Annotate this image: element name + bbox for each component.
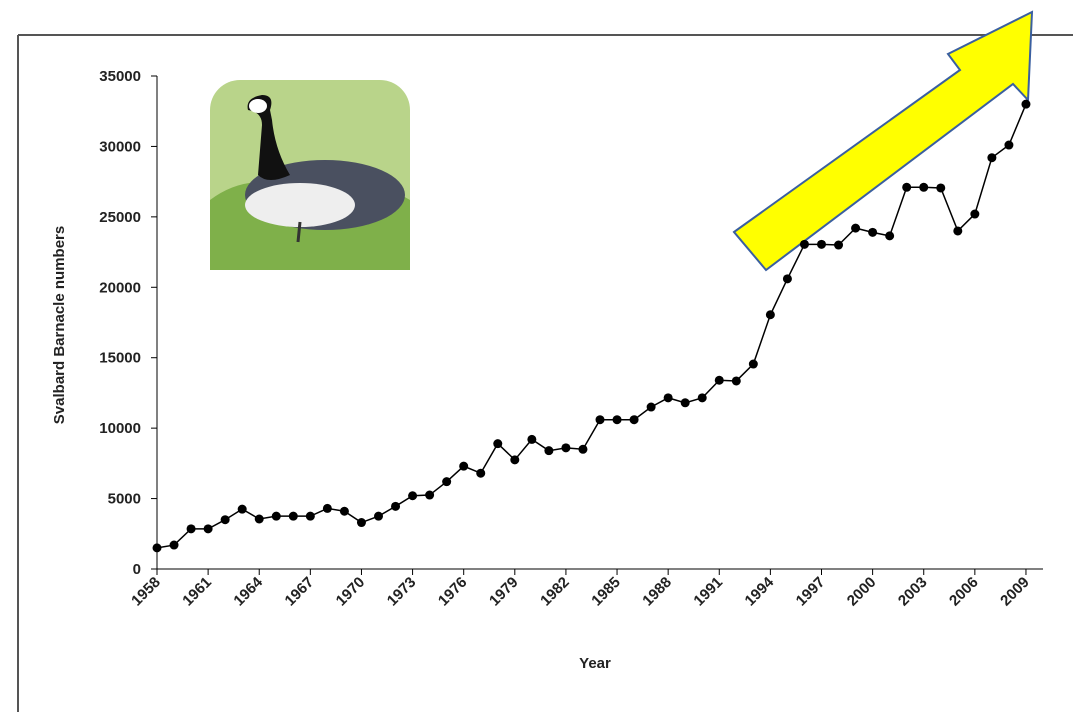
x-tick-label: 1994 — [742, 573, 778, 609]
x-tick-label: 1970 — [333, 574, 369, 610]
data-point — [425, 491, 434, 500]
data-point — [408, 491, 417, 500]
x-tick-label: 2006 — [946, 574, 982, 610]
data-point — [851, 224, 860, 233]
data-point — [289, 512, 298, 521]
y-tick-label: 25000 — [99, 209, 141, 226]
data-point — [732, 376, 741, 385]
data-point — [885, 231, 894, 240]
data-point — [459, 462, 468, 471]
x-tick-label: 1964 — [230, 573, 266, 609]
data-point — [596, 415, 605, 424]
data-point — [1004, 141, 1013, 150]
y-axis-label: Svalbard Barnacle numbers — [51, 226, 68, 424]
x-tick-label: 1979 — [486, 574, 522, 610]
data-point — [510, 455, 519, 464]
x-tick-label: 1982 — [537, 574, 573, 610]
y-tick-label: 10000 — [99, 420, 141, 437]
data-point — [800, 240, 809, 249]
data-point — [664, 393, 673, 402]
y-tick-label: 35000 — [99, 68, 141, 85]
x-tick-label: 1991 — [690, 574, 726, 610]
data-point — [817, 240, 826, 249]
y-tick-label: 20000 — [99, 279, 141, 296]
data-point — [238, 505, 247, 514]
x-tick-label: 1997 — [793, 574, 829, 610]
data-point — [476, 469, 485, 478]
chart: Year Svalbard Barnacle numbers 0 5000 1000… — [0, 0, 1073, 712]
x-tick-label: 1988 — [639, 574, 675, 610]
data-point — [749, 360, 758, 369]
y-tick-label: 0 — [133, 561, 141, 578]
data-point — [681, 398, 690, 407]
trend-arrow — [734, 12, 1032, 270]
data-point — [527, 435, 536, 444]
data-point — [766, 310, 775, 319]
data-point — [153, 543, 162, 552]
data-point — [493, 439, 502, 448]
data-point — [987, 153, 996, 162]
data-point — [783, 274, 792, 283]
data-point — [187, 524, 196, 533]
data-point — [919, 183, 928, 192]
x-tick-label: 1985 — [588, 574, 624, 610]
x-tick-label: 1961 — [179, 574, 215, 610]
data-point — [868, 228, 877, 237]
data-point — [902, 183, 911, 192]
y-tick-label: 15000 — [99, 350, 141, 367]
data-point — [204, 524, 213, 533]
x-tick-label: 1976 — [435, 574, 471, 610]
data-point — [357, 518, 366, 527]
data-point — [391, 502, 400, 511]
data-point — [561, 443, 570, 452]
y-tick-label: 30000 — [99, 138, 141, 155]
data-point — [834, 241, 843, 250]
x-tick-label: 2009 — [997, 574, 1033, 610]
data-point — [953, 226, 962, 235]
data-point — [715, 376, 724, 385]
data-point — [340, 507, 349, 516]
data-point — [936, 183, 945, 192]
x-tick-label: 2003 — [895, 574, 931, 610]
x-axis-label: Year — [579, 655, 611, 672]
x-tick-label: 1973 — [384, 574, 420, 610]
data-point — [272, 512, 281, 521]
data-point — [1021, 100, 1030, 109]
data-point — [442, 477, 451, 486]
data-point — [970, 210, 979, 219]
data-point — [323, 504, 332, 513]
data-point — [221, 515, 230, 524]
data-point — [544, 446, 553, 455]
data-point — [698, 393, 707, 402]
data-point — [578, 445, 587, 454]
x-tick-label: 2000 — [844, 574, 880, 610]
data-point — [306, 512, 315, 521]
data-point — [613, 415, 622, 424]
y-tick-label: 5000 — [108, 491, 141, 508]
x-tick-label: 1958 — [128, 574, 164, 610]
data-point — [647, 403, 656, 412]
data-point — [255, 514, 264, 523]
data-point — [630, 415, 639, 424]
data-point — [374, 512, 383, 521]
x-tick-label: 1967 — [282, 574, 318, 610]
goose-illustration — [210, 80, 410, 270]
data-point — [170, 541, 179, 550]
